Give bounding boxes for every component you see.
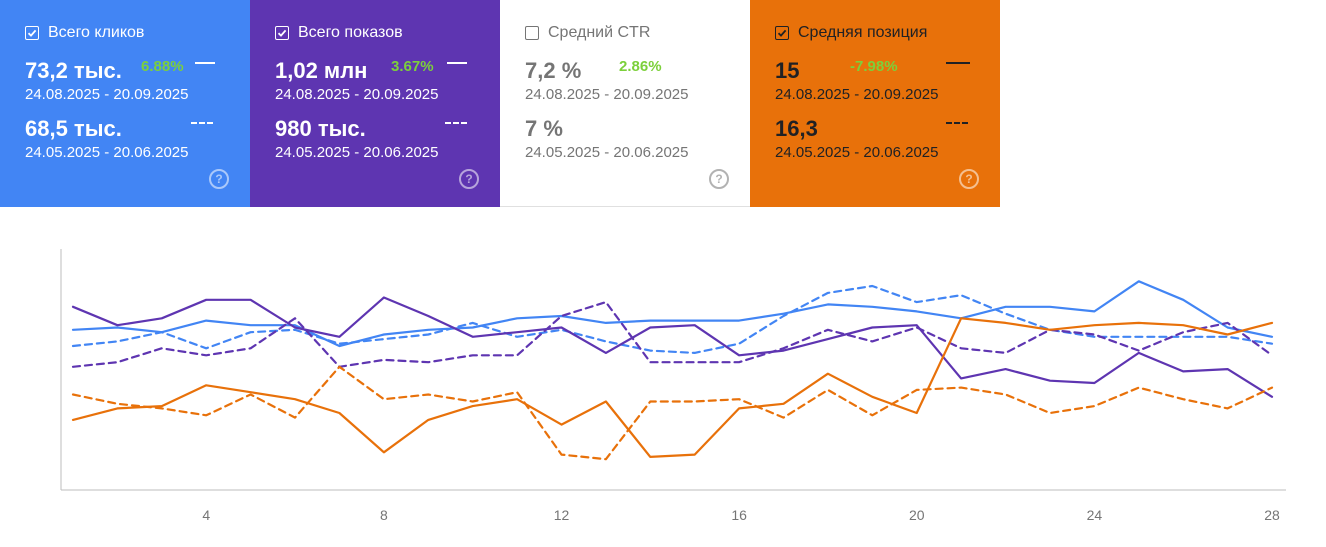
previous-range: 24.05.2025 - 20.06.2025 xyxy=(25,144,189,161)
previous-value: 68,5 тыс. xyxy=(25,116,122,141)
card-header[interactable]: Всего показов xyxy=(275,24,403,42)
x-tick-label: 16 xyxy=(731,507,747,523)
help-icon[interactable]: ? xyxy=(209,169,229,189)
change-percent: 6.88% xyxy=(141,58,184,75)
help-icon[interactable]: ? xyxy=(459,169,479,189)
card-total-impressions[interactable]: Всего показов 1,02 млн 3.67% 24.08.2025 … xyxy=(250,0,500,207)
series-line-2 xyxy=(71,296,1274,398)
previous-range: 24.05.2025 - 20.06.2025 xyxy=(525,144,689,161)
series-line-0 xyxy=(71,280,1274,348)
solid-line-legend-icon xyxy=(195,62,215,64)
change-percent: 3.67% xyxy=(391,58,434,75)
metric-cards: Всего кликов 73,2 тыс. 6.88% 24.08.2025 … xyxy=(0,0,1000,207)
current-value: 15 xyxy=(775,58,800,83)
previous-value: 980 тыс. xyxy=(275,116,366,141)
previous-value: 7 % xyxy=(525,116,563,141)
current-range: 24.08.2025 - 20.09.2025 xyxy=(25,86,189,103)
series-line-5 xyxy=(71,365,1274,461)
dashed-line-legend-icon xyxy=(191,122,213,124)
card-header[interactable]: Средний CTR xyxy=(525,24,650,42)
current-range: 24.08.2025 - 20.09.2025 xyxy=(525,86,689,103)
x-tick-label: 4 xyxy=(202,507,210,523)
solid-line-legend-icon xyxy=(447,62,467,64)
previous-range: 24.05.2025 - 20.06.2025 xyxy=(275,144,439,161)
checkbox-checked-icon[interactable] xyxy=(25,26,39,40)
checkbox-unchecked-icon[interactable] xyxy=(525,26,539,40)
current-range: 24.08.2025 - 20.09.2025 xyxy=(775,86,939,103)
change-percent: -7.98% xyxy=(850,58,898,75)
current-value: 7,2 % xyxy=(525,58,582,83)
x-tick-label: 28 xyxy=(1264,507,1280,523)
checkbox-checked-icon[interactable] xyxy=(775,26,789,40)
series-line-1 xyxy=(71,284,1274,354)
dashed-line-legend-icon xyxy=(946,122,968,124)
card-title: Всего кликов xyxy=(48,24,145,41)
card-average-position[interactable]: Средняя позиция 15 -7.98% 24.08.2025 - 2… xyxy=(750,0,1000,207)
card-title: Средняя позиция xyxy=(798,24,928,41)
card-header[interactable]: Всего кликов xyxy=(25,24,144,42)
current-value: 1,02 млн xyxy=(275,58,368,83)
card-average-ctr[interactable]: Средний CTR 7,2 % 2.86% 24.08.2025 - 20.… xyxy=(500,0,750,207)
series-line-3 xyxy=(71,300,1274,368)
x-tick-label: 20 xyxy=(909,507,925,523)
x-tick-label: 24 xyxy=(1087,507,1103,523)
previous-range: 24.05.2025 - 20.06.2025 xyxy=(775,144,939,161)
checkbox-checked-icon[interactable] xyxy=(275,26,289,40)
help-icon[interactable]: ? xyxy=(959,169,979,189)
series-line-4 xyxy=(71,317,1274,458)
change-percent: 2.86% xyxy=(619,58,662,75)
previous-value: 16,3 xyxy=(775,116,818,141)
current-range: 24.08.2025 - 20.09.2025 xyxy=(275,86,439,103)
current-value: 73,2 тыс. xyxy=(25,58,122,83)
card-total-clicks[interactable]: Всего кликов 73,2 тыс. 6.88% 24.08.2025 … xyxy=(0,0,250,207)
performance-line-chart[interactable]: 4 8 12 16 20 24 28 xyxy=(0,207,1326,547)
x-tick-label: 12 xyxy=(554,507,570,523)
x-tick-label: 8 xyxy=(380,507,388,523)
dashed-line-legend-icon xyxy=(445,122,467,124)
card-title: Средний CTR xyxy=(548,24,651,41)
card-title: Всего показов xyxy=(298,24,403,41)
card-header[interactable]: Средняя позиция xyxy=(775,24,927,42)
solid-line-legend-icon xyxy=(946,62,970,64)
help-icon[interactable]: ? xyxy=(709,169,729,189)
